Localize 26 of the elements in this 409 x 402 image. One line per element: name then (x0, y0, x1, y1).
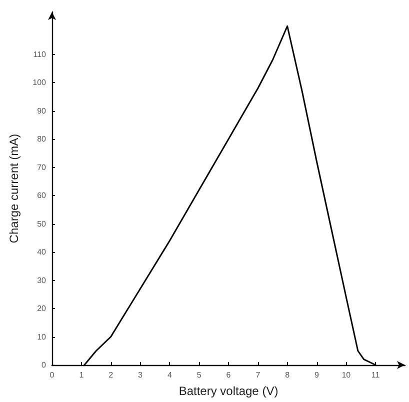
y-tick-label: 60 (37, 191, 47, 200)
y-axis-title: Charge current (mA) (7, 134, 21, 244)
x-tick-label: 1 (79, 370, 84, 380)
x-tick-label: 0 (50, 370, 55, 380)
y-tick-label: 100 (32, 78, 47, 88)
x-tick-label: 8 (285, 370, 290, 380)
y-tick-label: 10 (37, 332, 47, 342)
x-tick-label: 3 (138, 370, 144, 380)
y-tick-label: 40 (37, 248, 47, 257)
y-tick-label: 80 (37, 134, 47, 144)
x-tick-label: 6 (226, 370, 232, 380)
y-tick-label: 110 (33, 50, 47, 59)
x-tick-label: 5 (196, 370, 202, 380)
y-tick-label: 30 (37, 276, 47, 285)
y-tick-label: 50 (37, 219, 47, 228)
x-axis-title: Battery voltage (V) (178, 384, 278, 398)
y-tick-label: 90 (37, 106, 47, 116)
y-tick-label: 70 (37, 162, 47, 172)
y-tick-label: 20 (37, 304, 47, 314)
x-tick-label: 2 (108, 370, 114, 380)
x-tick-label: 9 (314, 370, 320, 380)
x-tick-label: 7 (256, 370, 261, 380)
x-tick-label: 10 (342, 370, 352, 380)
x-tick-label: 4 (167, 370, 172, 380)
x-tick-label: 11 (371, 370, 380, 380)
y-tick-label: 0 (42, 360, 47, 370)
